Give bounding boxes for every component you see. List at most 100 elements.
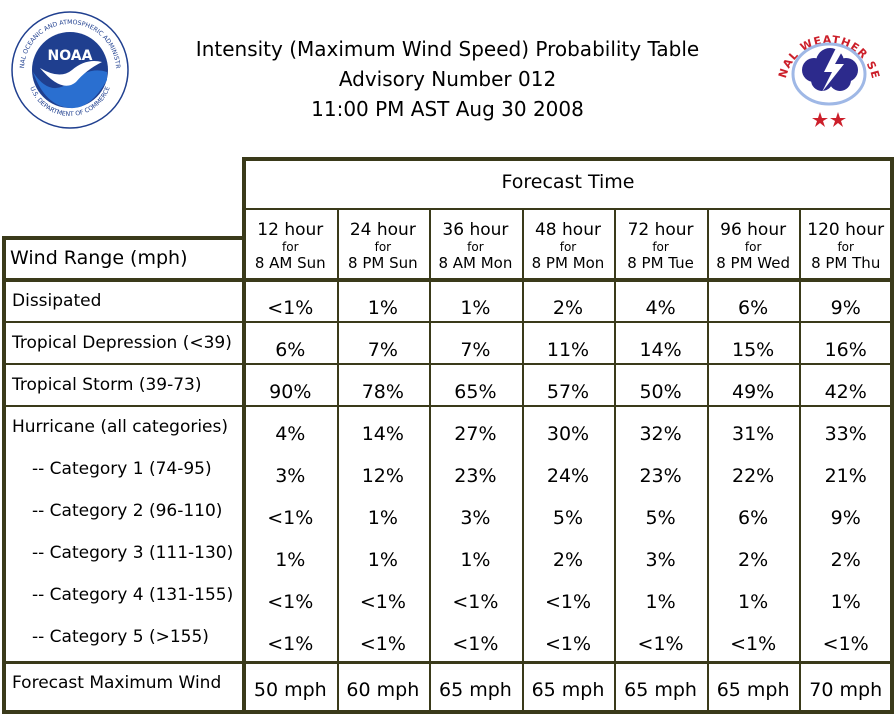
row-label: -- Category 3 (111-130) [32, 543, 234, 563]
issued-time: 11:00 PM AST Aug 30 2008 [311, 97, 584, 121]
table-cell: 3% [460, 507, 491, 529]
page-title: Intensity (Maximum Wind Speed) Probabili… [195, 37, 700, 61]
row-label: -- Category 2 (96-110) [32, 501, 223, 521]
row-label: -- Category 4 (131-155) [32, 585, 234, 605]
table-cell: 21% [824, 465, 867, 487]
column-for: for [744, 240, 762, 254]
column-when: 8 PM Wed [716, 254, 791, 272]
column-for: for [374, 240, 392, 254]
table-cell: <1% [267, 633, 314, 655]
table-cell: 2% [830, 549, 861, 571]
column-when: 8 AM Sun [254, 254, 326, 272]
table-cell: 32% [639, 423, 682, 445]
column-divider [706, 208, 709, 712]
table-cell: 50 mph [253, 679, 327, 701]
column-hours: 12 hour [257, 220, 324, 240]
table-cell: 33% [824, 423, 867, 445]
table-cell: 9% [830, 507, 861, 529]
column-hours: 48 hour [534, 220, 601, 240]
table-cell: 23% [639, 465, 682, 487]
row-divider [2, 321, 894, 323]
column-divider [336, 208, 339, 712]
table-cell: <1% [267, 591, 314, 613]
table-cell: 4% [645, 297, 676, 319]
header-divider [2, 278, 894, 282]
forecast-time-box [242, 157, 894, 714]
table-cell: <1% [730, 633, 777, 655]
row-label: -- Category 1 (74-95) [32, 459, 212, 479]
table-cell: 3% [275, 465, 306, 487]
column-header-6: 96 hour for 8 PM Wed [707, 220, 800, 272]
column-header-1: 12 hour for 8 AM Sun [244, 220, 337, 272]
column-for: for [559, 240, 577, 254]
table-cell: 5% [645, 507, 676, 529]
table-cell: 22% [732, 465, 775, 487]
table-cell: 49% [732, 381, 775, 403]
noaa-logo: NATIONAL OCEANIC AND ATMOSPHERIC ADMINIS… [10, 10, 129, 129]
table-cell: 1% [367, 549, 398, 571]
column-for: for [837, 240, 854, 254]
wind-range-box [2, 236, 246, 714]
table-cell: <1% [267, 297, 314, 319]
row-label: Forecast Maximum Wind [12, 673, 222, 693]
column-when: 8 AM Mon [438, 254, 513, 272]
row-label: Tropical Storm (39-73) [12, 375, 202, 395]
table-cell: 4% [275, 423, 306, 445]
table-cell: 90% [269, 381, 312, 403]
row-label: Dissipated [12, 291, 102, 311]
table-cell: 60 mph [346, 679, 420, 701]
table-cell: <1% [637, 633, 684, 655]
noaa-logo-text: NOAA [48, 48, 93, 64]
table-cell: <1% [359, 591, 406, 613]
table-cell: 12% [361, 465, 404, 487]
row-divider [2, 363, 894, 365]
column-when: 8 PM Tue [627, 254, 694, 272]
row-label: Tropical Depression (<39) [12, 333, 232, 353]
row-label: -- Category 5 (>155) [32, 627, 209, 647]
column-for: for [467, 240, 484, 254]
table-cell: 65 mph [716, 679, 790, 701]
table-cell: 42% [824, 381, 867, 403]
forecast-time-header: Forecast Time [501, 171, 635, 193]
table-cell: 27% [454, 423, 497, 445]
table-cell: 1% [645, 591, 676, 613]
table-cell: 1% [367, 297, 398, 319]
column-header-4: 48 hour for 8 PM Mon [522, 220, 615, 272]
table-cell: 16% [824, 339, 867, 361]
table-cell: 14% [639, 339, 682, 361]
table-cell: 3% [645, 549, 676, 571]
table-cell: 1% [367, 507, 398, 529]
column-hours: 36 hour [442, 220, 509, 240]
table-cell: 24% [546, 465, 590, 487]
column-for: for [282, 240, 299, 254]
table-cell: 6% [738, 297, 769, 319]
column-hours: 24 hour [349, 220, 416, 240]
table-cell: 1% [830, 591, 861, 613]
table-cell: 5% [552, 507, 584, 529]
table-cell: 57% [546, 381, 590, 403]
divider [244, 208, 892, 210]
table-cell: 14% [361, 423, 404, 445]
table-cell: 9% [830, 297, 861, 319]
column-header-3: 36 hour for 8 AM Mon [429, 220, 522, 272]
table-cell: 31% [732, 423, 775, 445]
row-divider [2, 661, 894, 664]
column-header-7: 120 hour for 8 PM Thu [799, 220, 892, 272]
column-divider [521, 208, 524, 712]
table-cell: 65 mph [624, 679, 697, 701]
table-cell: 23% [454, 465, 497, 487]
table-cell: 11% [546, 339, 590, 361]
column-hours: 120 hour [807, 220, 885, 240]
table-cell: 65 mph [439, 679, 512, 701]
table-cell: <1% [544, 633, 592, 655]
table-cell: 1% [738, 591, 769, 613]
table-cell: 30% [546, 423, 590, 445]
table-cell: <1% [359, 633, 406, 655]
column-for: for [652, 240, 669, 254]
advisory-number: Advisory Number 012 [338, 67, 557, 91]
row-divider [2, 405, 894, 407]
table-cell: 1% [460, 297, 491, 319]
table-cell: 6% [738, 507, 769, 529]
table-cell: 7% [460, 339, 491, 361]
table-cell: 2% [738, 549, 769, 571]
